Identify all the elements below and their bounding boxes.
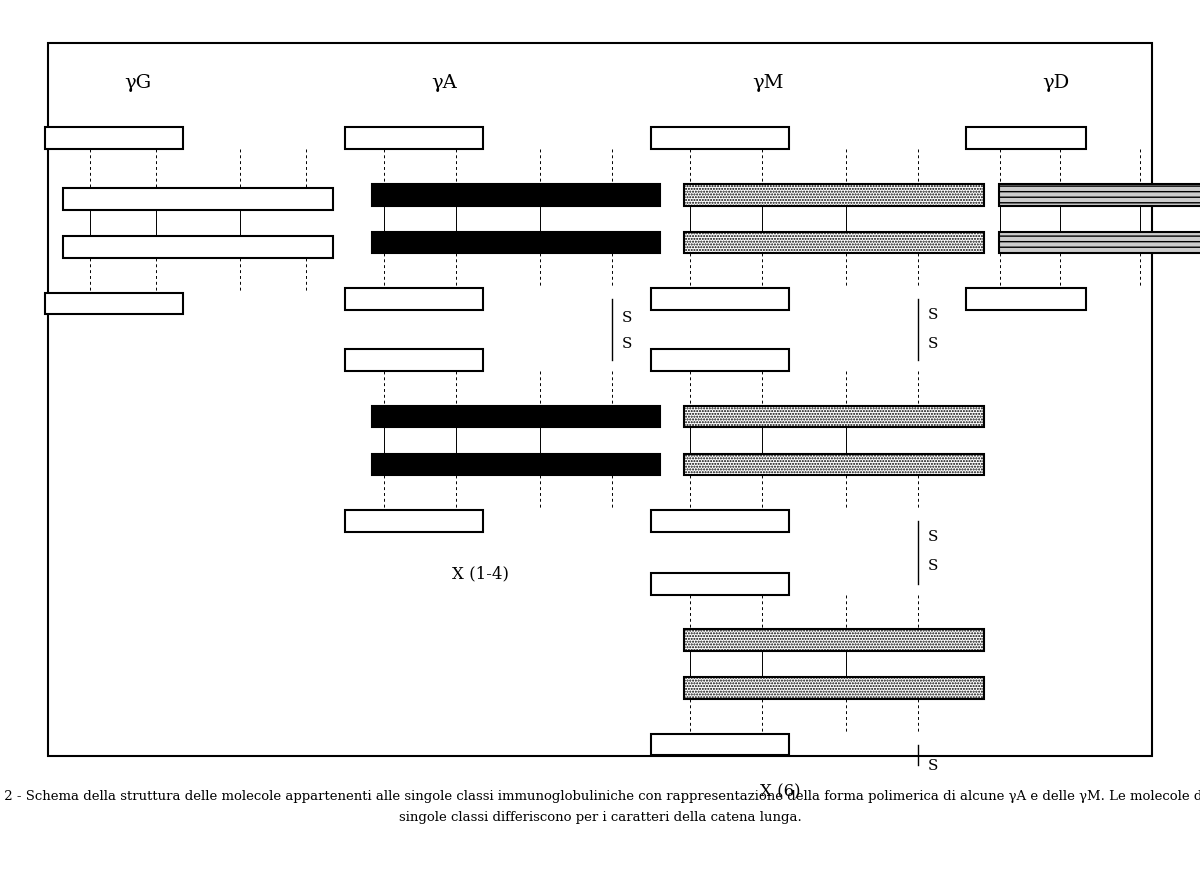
Bar xyxy=(650,128,790,149)
Text: γA: γA xyxy=(431,74,457,91)
Text: X (6): X (6) xyxy=(760,782,800,799)
Text: S: S xyxy=(928,758,938,772)
Bar xyxy=(650,289,790,310)
Bar xyxy=(684,232,984,254)
Text: Fig. 2 - Schema della struttura delle molecole appartenenti alle singole classi : Fig. 2 - Schema della struttura delle mo… xyxy=(0,789,1200,801)
Bar xyxy=(650,574,790,594)
Bar xyxy=(684,406,984,428)
Bar xyxy=(64,236,334,258)
Bar xyxy=(48,43,1152,756)
Bar xyxy=(346,128,482,149)
Bar xyxy=(372,184,660,206)
Text: X (1-4): X (1-4) xyxy=(451,565,509,582)
Bar xyxy=(372,454,660,476)
Bar xyxy=(372,232,660,254)
Text: S: S xyxy=(928,529,938,543)
Text: S: S xyxy=(622,336,632,350)
Bar xyxy=(650,733,790,756)
Bar xyxy=(998,232,1200,254)
Text: γM: γM xyxy=(752,74,784,91)
Bar xyxy=(346,510,482,532)
Bar xyxy=(684,184,984,206)
Bar xyxy=(46,293,182,315)
Text: S: S xyxy=(928,336,938,350)
Bar xyxy=(346,289,482,310)
Text: γG: γG xyxy=(125,74,151,91)
Text: γD: γD xyxy=(1043,74,1069,91)
Bar xyxy=(650,349,790,372)
Bar xyxy=(346,349,482,372)
Bar xyxy=(372,406,660,428)
Text: S: S xyxy=(928,308,938,322)
Text: S: S xyxy=(928,558,938,572)
Bar xyxy=(966,289,1086,310)
Bar xyxy=(650,510,790,532)
Bar xyxy=(46,128,182,149)
Bar xyxy=(684,678,984,699)
Bar xyxy=(684,629,984,652)
Bar xyxy=(998,184,1200,206)
Bar xyxy=(684,454,984,476)
Bar xyxy=(64,189,334,210)
Text: S: S xyxy=(622,310,632,324)
Text: singole classi differiscono per i caratteri della catena lunga.: singole classi differiscono per i caratt… xyxy=(398,811,802,823)
Bar xyxy=(966,128,1086,149)
